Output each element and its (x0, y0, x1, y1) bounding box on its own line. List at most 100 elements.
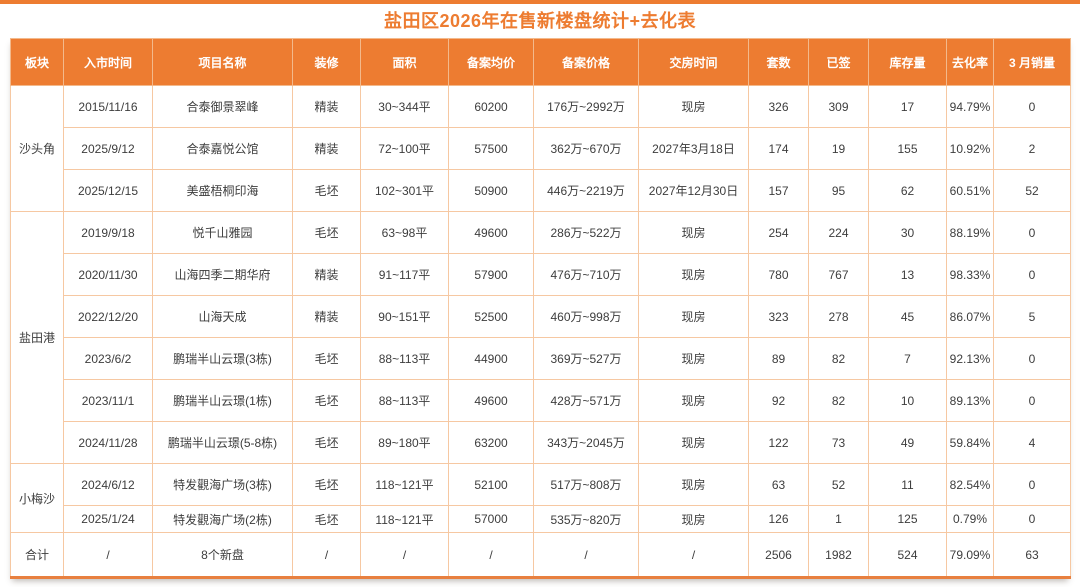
total-cell-inventory: 524 (868, 532, 947, 578)
cell-entry-date: 2023/6/2 (63, 337, 153, 380)
cell-avg-price: 49600 (448, 379, 534, 422)
table-row: 小梅沙 2024/6/12 特发觀海广场(3栋) 毛坯 118~121平 52100 517… (10, 463, 1071, 533)
cell-delivery-date: 现房 (638, 463, 749, 506)
table-row: 2024/11/28 鹏瑞半山云璟(5-8栋) 毛坯 89~180平 63200 343万… (11, 421, 1071, 464)
cell-entry-date: 2015/11/16 (63, 85, 153, 128)
cell-project-name: 特发觀海广场(2栋) (152, 505, 293, 533)
cell-area: 30~344平 (360, 85, 449, 128)
cell-units: 122 (748, 421, 809, 464)
cell-signed: 19 (808, 127, 869, 170)
cell-area: 118~121平 (360, 463, 449, 506)
column-header-block: 板块 (10, 38, 64, 86)
cell-absorption-rate: 0.79% (946, 505, 994, 533)
cell-units: 92 (748, 379, 809, 422)
cell-price-range: 446万~2219万 (533, 169, 639, 212)
cell-units: 89 (748, 337, 809, 380)
table-row: 2022/12/20 山海天成 精装 90~151平 52500 460万~998万 现房 3… (11, 295, 1071, 338)
cell-signed: 767 (808, 253, 869, 296)
cell-project-name: 山海天成 (152, 295, 293, 338)
cell-avg-price: 57500 (448, 127, 534, 170)
top-accent-bar (0, 0, 1080, 4)
cell-area: 90~151平 (360, 295, 449, 338)
cell-price-range: 343万~2045万 (533, 421, 639, 464)
cell-project-name: 鹏瑞半山云璟(3栋) (152, 337, 293, 380)
cell-inventory: 49 (868, 421, 947, 464)
cell-price-range: 428万~571万 (533, 379, 639, 422)
total-cell-area: / (360, 532, 449, 578)
total-cell-entry-date: / (63, 532, 153, 578)
cell-avg-price: 49600 (448, 211, 534, 254)
cell-absorption-rate: 88.19% (946, 211, 994, 254)
cell-units: 157 (748, 169, 809, 212)
cell-delivery-date: 现房 (638, 211, 749, 254)
listings-table: 板块 入市时间 项目名称 装修 面积 备案均价 备案价格 交房时间 套数 已签 库存量 去化率 3 月销… (10, 38, 1071, 579)
cell-project-name: 鹏瑞半山云璟(5-8栋) (152, 421, 293, 464)
cell-avg-price: 60200 (448, 85, 534, 128)
table-row: 沙头角 2015/11/16 合泰御景翠峰 精装 30~344平 60200 176万~29… (10, 85, 1071, 212)
cell-units: 254 (748, 211, 809, 254)
cell-delivery-date: 现房 (638, 295, 749, 338)
cell-decoration: 毛坯 (292, 505, 361, 533)
table-row: 2025/9/12 合泰嘉悦公馆 精装 72~100平 57500 362万~670万 20… (11, 127, 1071, 170)
cell-decoration: 毛坯 (292, 379, 361, 422)
cell-absorption-rate: 98.33% (946, 253, 994, 296)
cell-price-range: 460万~998万 (533, 295, 639, 338)
cell-inventory: 45 (868, 295, 947, 338)
cell-inventory: 125 (868, 505, 947, 533)
cell-entry-date: 2025/9/12 (63, 127, 153, 170)
column-header-entry-date: 入市时间 (63, 38, 153, 86)
cell-signed: 52 (808, 463, 869, 506)
cell-inventory: 13 (868, 253, 947, 296)
page-title: 盐田区2026年在售新楼盘统计+去化表 (383, 11, 697, 31)
cell-signed: 309 (808, 85, 869, 128)
cell-march-sales: 0 (993, 211, 1071, 254)
cell-project-name: 特发觀海广场(3栋) (152, 463, 293, 506)
cell-price-range: 286万~522万 (533, 211, 639, 254)
cell-delivery-date: 现房 (638, 379, 749, 422)
cell-avg-price: 57000 (448, 505, 534, 533)
total-cell-march-sales: 63 (993, 532, 1071, 578)
table-row: 2023/6/2 鹏瑞半山云璟(3栋) 毛坯 88~113平 44900 369万~527… (11, 337, 1071, 380)
total-cell-delivery-date: / (638, 532, 749, 578)
cell-inventory: 7 (868, 337, 947, 380)
cell-units: 323 (748, 295, 809, 338)
cell-signed: 278 (808, 295, 869, 338)
cell-entry-date: 2019/9/18 (63, 211, 153, 254)
cell-area: 72~100平 (360, 127, 449, 170)
table-row: 2023/11/1 鹏瑞半山云璟(1栋) 毛坯 88~113平 49600 428万~57… (11, 379, 1071, 422)
cell-price-range: 517万~808万 (533, 463, 639, 506)
cell-decoration: 精装 (292, 295, 361, 338)
cell-avg-price: 44900 (448, 337, 534, 380)
cell-march-sales: 5 (993, 295, 1071, 338)
cell-inventory: 17 (868, 85, 947, 128)
cell-price-range: 476万~710万 (533, 253, 639, 296)
table-row: 盐田港 2019/9/18 悦千山雅园 毛坯 63~98平 49600 286万~522万现… (10, 211, 1071, 464)
column-header-area: 面积 (360, 38, 449, 86)
cell-price-range: 369万~527万 (533, 337, 639, 380)
cell-signed: 95 (808, 169, 869, 212)
column-header-decoration: 装修 (292, 38, 361, 86)
cell-march-sales: 2 (993, 127, 1071, 170)
cell-absorption-rate: 86.07% (946, 295, 994, 338)
cell-avg-price: 52100 (448, 463, 534, 506)
column-header-inventory: 库存量 (868, 38, 947, 86)
cell-entry-date: 2022/12/20 (63, 295, 153, 338)
column-header-avg-price: 备案均价 (448, 38, 534, 86)
column-header-project-name: 项目名称 (152, 38, 293, 86)
cell-decoration: 精装 (292, 253, 361, 296)
cell-delivery-date: 现房 (638, 421, 749, 464)
table-row: 2025/1/24 特发觀海广场(2栋) 毛坯 118~121平 57000 535万~8… (11, 505, 1071, 533)
cell-entry-date: 2025/12/15 (63, 169, 153, 212)
cell-absorption-rate: 60.51% (946, 169, 994, 212)
cell-signed: 224 (808, 211, 869, 254)
cell-units: 174 (748, 127, 809, 170)
header-row: 板块 入市时间 项目名称 装修 面积 备案均价 备案价格 交房时间 套数 已签 库存量 去化率 3 月销… (10, 38, 1071, 86)
cell-decoration: 精装 (292, 85, 361, 128)
cell-absorption-rate: 82.54% (946, 463, 994, 506)
cell-march-sales: 0 (993, 253, 1071, 296)
cell-march-sales: 0 (993, 505, 1071, 533)
cell-inventory: 62 (868, 169, 947, 212)
cell-march-sales: 0 (993, 337, 1071, 380)
cell-delivery-date: 现房 (638, 253, 749, 296)
cell-avg-price: 63200 (448, 421, 534, 464)
